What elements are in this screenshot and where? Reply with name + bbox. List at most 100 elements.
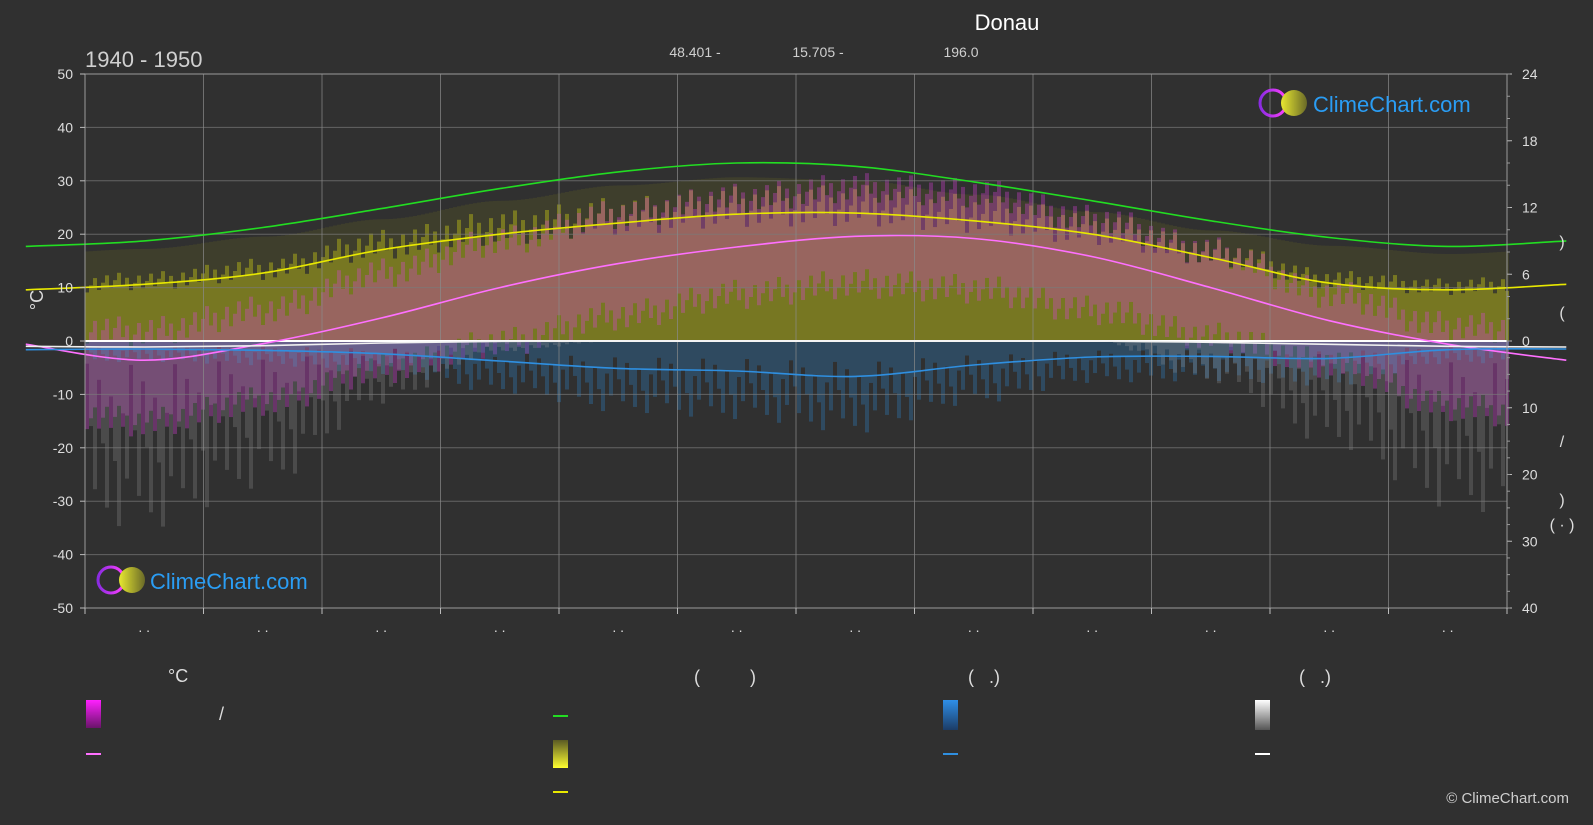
precipitation-bar (769, 341, 773, 373)
right-axis-glyph-4: ) (1559, 492, 1564, 509)
temperature-range-bar (1121, 233, 1125, 324)
sunshine-bar (877, 226, 881, 341)
sunshine-bar (497, 227, 501, 341)
sunshine-bar (173, 288, 177, 341)
precipitation-bar (1325, 341, 1329, 380)
precipitation-bar (957, 341, 961, 371)
sunshine-bar (601, 198, 605, 341)
right-upper-tick-label: 12 (1522, 200, 1538, 216)
temperature-range-bar (333, 283, 337, 378)
snow-bar (1497, 341, 1501, 425)
sunshine-bar (481, 245, 485, 341)
sunshine-bar (1165, 253, 1169, 341)
sunshine-bar (1069, 226, 1073, 341)
temperature-range-bar (969, 195, 973, 292)
temperature-range-bar (501, 229, 505, 331)
temperature-range-bar (1377, 305, 1381, 380)
precipitation-bar (1001, 341, 1005, 369)
temperature-range-bar (689, 189, 693, 288)
precipitation-bar (237, 341, 241, 364)
snow-bar (1365, 341, 1369, 398)
temperature-range-bar (149, 320, 153, 411)
sunshine-bar (917, 202, 921, 341)
temperature-range-bar (789, 208, 793, 305)
snow-bar (1369, 341, 1373, 441)
snow-bar (361, 341, 365, 356)
temperature-range-bar (1421, 322, 1425, 401)
sunshine-bar (361, 257, 365, 341)
temperature-range-bar (1313, 286, 1317, 357)
precipitation-bar (717, 341, 721, 389)
precipitation-bar (249, 341, 253, 366)
temperature-range-bar (117, 316, 121, 406)
snow-bar (237, 341, 241, 479)
temperature-range-bar (285, 315, 289, 407)
logo-top[interactable]: ClimeChart.com (1258, 88, 1471, 118)
snow-bar (1137, 341, 1141, 351)
precipitation-bar (1309, 341, 1313, 362)
temperature-range-bar (605, 221, 609, 323)
elevation-label: 196.0 (943, 44, 978, 60)
snow-bar (1461, 341, 1465, 378)
precipitation-bar (105, 341, 109, 361)
sunshine-bar (389, 238, 393, 341)
snow-bar (393, 341, 397, 349)
precipitation-bar (953, 341, 957, 406)
precipitation-bar (921, 341, 925, 359)
temperature-range-bar (1441, 331, 1445, 412)
logo-bottom[interactable]: ClimeChart.com (96, 565, 308, 595)
axes: 50 40 30 20 10 0 -10 -20 -30 -40 -50 24 18 12 6 0 10 20 30… (53, 66, 1538, 635)
right-axis-glyph-3: / (1560, 434, 1565, 451)
snow-bar (1441, 341, 1445, 406)
temperature-range-bar (569, 238, 573, 341)
precipitation-bar (1289, 341, 1293, 368)
snow-bar (501, 341, 505, 351)
snow-bar (317, 341, 321, 365)
sunshine-bar (1381, 275, 1385, 341)
sunshine-bar (421, 237, 425, 341)
temperature-range-bar (1297, 295, 1301, 368)
sunshine-bar (1269, 261, 1273, 341)
precipitation-bar (313, 341, 317, 365)
precipitation-bar (1229, 341, 1233, 351)
temperature-range-bar (373, 282, 377, 379)
temperature-range-bar (1457, 317, 1461, 399)
precipitation-bar (377, 341, 381, 364)
snow-bar (1181, 341, 1185, 367)
snow-bar (1345, 341, 1349, 411)
precipitation-bar (1185, 341, 1189, 351)
precipitation-bar (1173, 341, 1177, 382)
legend-group-snow: ( .) (1299, 667, 1331, 687)
sunshine-bar (821, 185, 825, 341)
right-upper-tick-label: 0 (1522, 333, 1530, 349)
snow-bar (157, 341, 161, 463)
precipitation-bar (1117, 341, 1121, 380)
sunshine-bar (1237, 248, 1241, 341)
precipitation-bar (865, 341, 869, 433)
sunshine-bar (1073, 213, 1077, 341)
sunshine-bar (693, 217, 697, 341)
precipitation-bar (489, 341, 493, 385)
sunshine-bar (961, 205, 965, 341)
precipitation-bar (1065, 341, 1069, 355)
precipitation-bar (1365, 341, 1369, 363)
sunshine-bar (1461, 293, 1465, 341)
precipitation-bar (1113, 341, 1117, 367)
temperature-range-bar (1013, 202, 1017, 298)
precipitation-bar (585, 341, 589, 383)
temperature-range-bar (461, 257, 465, 358)
sunshine-bar (1017, 206, 1021, 341)
legend-snow-swatch (1255, 700, 1270, 730)
sunshine-bar (145, 280, 149, 341)
sunshine-bar (1233, 257, 1237, 341)
snow-bar (281, 341, 285, 470)
snow-bar (429, 341, 433, 359)
precipitation-bar (561, 341, 565, 370)
snow-bar (441, 341, 445, 359)
snow-bar (1201, 341, 1205, 365)
precipitation-bar (185, 341, 189, 348)
temperature-range-bar (1061, 206, 1065, 299)
temperature-range-bar (1501, 319, 1505, 405)
precipitation-bar (217, 341, 221, 347)
precipitation-bar (933, 341, 937, 363)
